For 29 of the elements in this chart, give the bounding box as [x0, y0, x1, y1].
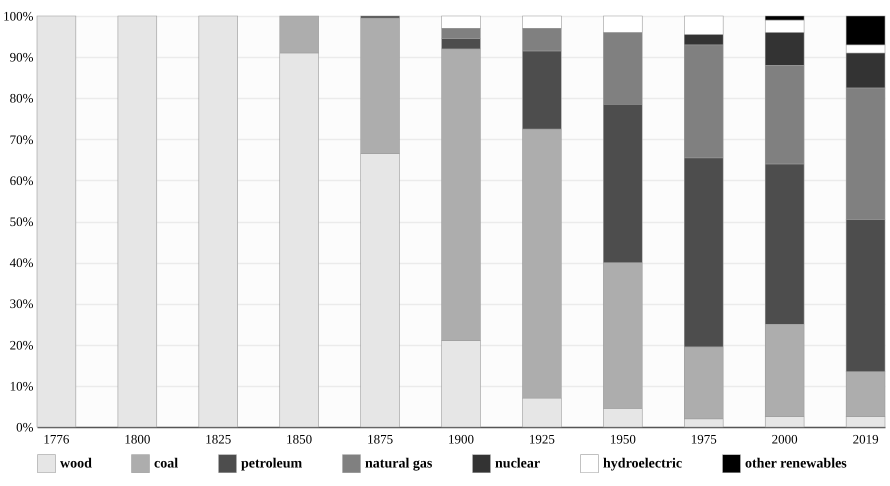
- x-tick-label: 1975: [690, 432, 717, 446]
- y-tick-label: 100%: [3, 8, 34, 24]
- y-tick-label: 40%: [10, 255, 34, 270]
- x-tick-label: 1776: [43, 432, 70, 446]
- y-tick-label: 10%: [10, 378, 34, 394]
- x-tick-label: 2019: [852, 432, 879, 446]
- legend-label: petroleum: [241, 456, 303, 472]
- y-tick-label: 0%: [16, 420, 34, 434]
- x-tick-label: 1825: [205, 432, 232, 446]
- x-tick-label: 1875: [367, 432, 394, 446]
- x-tick-label: 2000: [772, 432, 798, 446]
- x-tick-label: 1900: [448, 432, 474, 446]
- legend-label: nuclear: [495, 456, 540, 472]
- x-tick-label: 1950: [610, 432, 636, 446]
- legend-label: coal: [154, 456, 178, 472]
- x-tick-label: 1850: [286, 432, 312, 446]
- legend-label: wood: [60, 456, 92, 472]
- y-tick-label: 20%: [10, 337, 34, 352]
- legend-label: other renewables: [745, 456, 848, 472]
- y-tick-label: 70%: [10, 132, 34, 147]
- y-tick-label: 90%: [10, 50, 34, 65]
- y-tick-label: 60%: [10, 172, 34, 188]
- y-tick-label: 50%: [10, 214, 34, 229]
- legend-label: natural gas: [365, 456, 433, 472]
- x-tick-label: 1800: [124, 432, 150, 446]
- y-tick-label: 30%: [10, 296, 34, 312]
- legend-label: hydroelectric: [603, 456, 682, 472]
- x-tick-label: 1925: [528, 432, 555, 446]
- y-tick-label: 80%: [10, 90, 34, 106]
